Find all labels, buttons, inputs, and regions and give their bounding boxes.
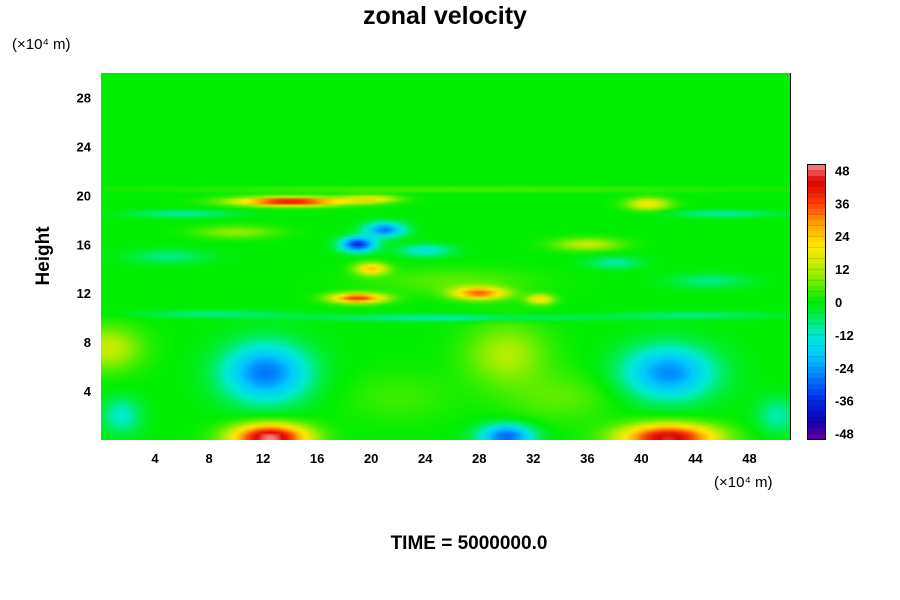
x-tick-label: 20	[364, 451, 378, 466]
colorbar-swatch	[808, 422, 825, 429]
colorbar-swatch	[808, 367, 825, 374]
y-axis-ticks: 4 8 12 16 20 24 28	[77, 90, 92, 399]
x-tick-label: 48	[742, 451, 756, 466]
colorbar-swatch	[808, 389, 825, 396]
colorbar-swatch	[808, 170, 825, 177]
colorbar-swatch	[808, 417, 825, 424]
colorbar-swatch	[808, 181, 825, 188]
colorbar-swatch	[808, 329, 825, 336]
colorbar-swatch	[808, 296, 825, 303]
y-tick-label: 16	[77, 237, 91, 252]
colorbar-swatch	[808, 280, 825, 287]
colorbar-swatch	[808, 269, 825, 276]
x-tick-label: 8	[205, 451, 212, 466]
colorbar-swatch	[808, 395, 825, 402]
colorbar-swatch	[808, 362, 825, 369]
colorbar-swatch	[808, 192, 825, 199]
colorbar-swatch	[808, 247, 825, 254]
y-tick-label: 4	[84, 384, 92, 399]
colorbar-frame	[807, 164, 826, 440]
colorbar-swatch	[808, 214, 825, 221]
y-axis-unit: (×10⁴ m)	[12, 36, 71, 53]
colorbar: 48 36 24 12 0 -12 -24 -36 -48	[807, 163, 855, 442]
contour-field	[101, 73, 790, 440]
colorbar-swatch	[808, 428, 825, 435]
colorbar-swatch	[808, 258, 825, 265]
colorbar-swatch	[808, 302, 825, 309]
colorbar-tick-label: -48	[835, 427, 854, 442]
colorbar-swatch	[808, 334, 825, 341]
y-tick-label: 20	[77, 188, 91, 203]
x-tick-label: 12	[256, 451, 270, 466]
colorbar-swatch	[808, 197, 825, 204]
colorbar-swatch	[808, 219, 825, 226]
colorbar-tick-label: -36	[835, 394, 854, 409]
colorbar-swatch	[808, 406, 825, 413]
colorbar-swatch	[808, 230, 825, 237]
contour-plot-area	[101, 73, 791, 440]
x-tick-label: 44	[688, 451, 703, 466]
colorbar-tick-label: 12	[835, 262, 849, 277]
colorbar-swatch	[808, 378, 825, 385]
colorbar-swatch	[808, 186, 825, 193]
x-axis-unit: (×10⁴ m)	[714, 474, 773, 491]
x-tick-label: 40	[634, 451, 648, 466]
colorbar-swatch	[808, 340, 825, 347]
colorbar-swatch	[808, 285, 825, 292]
colorbar-swatch	[808, 165, 825, 172]
colorbar-tick-label: -12	[835, 328, 854, 343]
colorbar-tick-label: 48	[835, 163, 849, 178]
colorbar-swatch	[808, 356, 825, 363]
x-tick-label: 16	[310, 451, 324, 466]
y-axis-label: Height	[33, 226, 54, 286]
colorbar-swatch	[808, 323, 825, 330]
colorbar-swatch	[808, 345, 825, 352]
colorbar-swatch	[808, 373, 825, 380]
colorbar-swatch	[808, 307, 825, 314]
y-tick-label: 24	[77, 139, 92, 154]
colorbar-swatch	[808, 208, 825, 215]
colorbar-swatch	[808, 291, 825, 298]
x-tick-label: 4	[151, 451, 159, 466]
colorbar-swatch	[808, 203, 825, 210]
colorbar-swatch	[808, 411, 825, 418]
colorbar-ticks: 48 36 24 12 0 -12 -24 -36 -48	[835, 163, 855, 441]
colorbar-swatch	[808, 175, 825, 183]
colorbar-swatch	[808, 274, 825, 281]
colorbar-swatch	[808, 225, 825, 232]
colorbar-swatches	[808, 165, 825, 440]
y-tick-label: 12	[77, 286, 91, 301]
colorbar-swatch	[808, 384, 825, 391]
chart-title: zonal velocity	[363, 2, 527, 30]
colorbar-tick-label: 24	[835, 229, 850, 244]
x-tick-label: 32	[526, 451, 540, 466]
colorbar-swatch	[808, 312, 825, 320]
y-tick-label: 8	[84, 335, 91, 350]
colorbar-tick-label: -24	[835, 361, 855, 376]
colorbar-tick-label: 0	[835, 295, 842, 310]
x-tick-label: 24	[418, 451, 433, 466]
time-label: TIME = 5000000.0	[391, 533, 548, 554]
colorbar-swatch	[808, 318, 825, 325]
colorbar-swatch	[808, 236, 825, 243]
colorbar-swatch	[808, 351, 825, 358]
x-axis-ticks: 4 8 12 16 20 24 28 32 36 40 44 48	[151, 451, 756, 466]
colorbar-swatch	[808, 263, 825, 270]
colorbar-tick-label: 36	[835, 196, 849, 211]
colorbar-swatch	[808, 400, 825, 407]
colorbar-swatch	[808, 433, 825, 440]
x-tick-label: 36	[580, 451, 594, 466]
colorbar-swatch	[808, 252, 825, 259]
colorbar-swatch	[808, 241, 825, 248]
y-tick-label: 28	[77, 90, 91, 105]
x-tick-label: 28	[472, 451, 486, 466]
